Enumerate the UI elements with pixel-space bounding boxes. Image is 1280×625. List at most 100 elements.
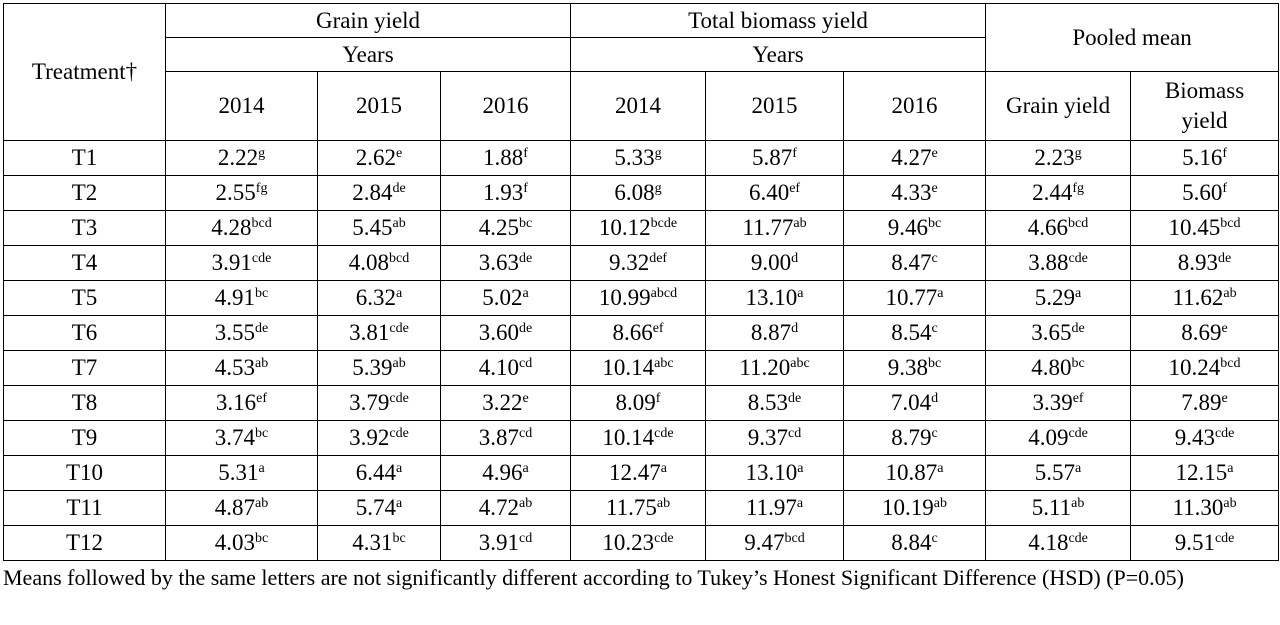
value: 9.38 bbox=[887, 355, 929, 380]
significance-letters: de bbox=[255, 321, 269, 336]
value: 4.10 bbox=[478, 355, 520, 380]
significance-letters: cd bbox=[519, 356, 533, 371]
significance-letters: c bbox=[931, 321, 938, 336]
value: 8.93 bbox=[1177, 250, 1219, 275]
treatment-cell: T7 bbox=[3, 350, 166, 386]
value-cell: 8.69e bbox=[1130, 315, 1280, 351]
value-cell: 8.54c bbox=[843, 315, 987, 351]
significance-letters: c bbox=[931, 531, 938, 546]
value: 3.79 bbox=[349, 390, 390, 415]
value: 10.14 bbox=[602, 425, 655, 450]
significance-letters: bc bbox=[928, 216, 942, 231]
value-cell: 9.43cde bbox=[1130, 420, 1280, 456]
significance-letters: e bbox=[1221, 321, 1228, 336]
significance-letters: cd bbox=[788, 426, 802, 441]
value-cell: 11.62ab bbox=[1130, 280, 1280, 316]
value: 2.55 bbox=[215, 180, 256, 205]
value: 7.89 bbox=[1181, 390, 1222, 415]
significance-letters: bc bbox=[928, 356, 942, 371]
value: 2.44 bbox=[1032, 180, 1073, 205]
significance-letters: bcd bbox=[784, 531, 805, 546]
value-cell: 10.19ab bbox=[843, 490, 987, 526]
value-cell: 9.37cd bbox=[705, 420, 845, 456]
value: 8.53 bbox=[747, 390, 789, 415]
significance-letters: e bbox=[396, 146, 403, 161]
yield-table: Treatment† Grain yield Total biomass yie… bbox=[3, 3, 1280, 561]
value-cell: 5.74a bbox=[317, 490, 441, 526]
table-body: T1 2.22g 2.62e 1.88f 5.33g 5.87f 4.27e 2.23g 5.1… bbox=[3, 140, 1280, 561]
significance-letters: a bbox=[522, 461, 529, 476]
header-cell: Years bbox=[164, 37, 572, 72]
value: 5.11 bbox=[1031, 495, 1072, 520]
significance-letters: a bbox=[1075, 286, 1082, 301]
value: 10.23 bbox=[602, 530, 655, 555]
value: 1.88 bbox=[483, 145, 524, 170]
significance-letters: fg bbox=[255, 181, 268, 196]
significance-letters: ef bbox=[256, 391, 268, 406]
significance-letters: ef bbox=[652, 321, 664, 336]
value-cell: 3.55de bbox=[165, 315, 318, 351]
value-cell: 4.10cd bbox=[439, 350, 572, 386]
significance-letters: bc bbox=[392, 531, 406, 546]
significance-letters: de bbox=[1218, 251, 1232, 266]
significance-letters: c bbox=[931, 251, 938, 266]
value-cell: 4.27e bbox=[843, 140, 987, 176]
value-cell: 11.20abc bbox=[705, 350, 845, 386]
value: 4.80 bbox=[1031, 355, 1072, 380]
significance-letters: ab bbox=[933, 496, 947, 511]
significance-letters: ab bbox=[255, 356, 269, 371]
value: 5.74 bbox=[355, 495, 397, 520]
significance-letters: cde bbox=[654, 531, 674, 546]
value: 11.97 bbox=[745, 495, 797, 520]
value: 4.91 bbox=[214, 285, 256, 310]
significance-letters: ab bbox=[392, 216, 406, 231]
significance-letters: bc bbox=[1071, 356, 1085, 371]
value-cell: 5.57a bbox=[985, 455, 1132, 491]
value-cell: 9.32def bbox=[570, 245, 707, 281]
value-cell: 4.91bc bbox=[165, 280, 318, 316]
value-cell: 8.79c bbox=[843, 420, 987, 456]
value: 2.23 bbox=[1034, 145, 1075, 170]
significance-letters: de bbox=[392, 181, 406, 196]
value-cell: 2.62e bbox=[317, 140, 441, 176]
value-cell: 5.45ab bbox=[317, 210, 441, 246]
significance-letters: e bbox=[1221, 391, 1228, 406]
value-cell: 13.10a bbox=[705, 280, 845, 316]
value-cell: 4.28bcd bbox=[165, 210, 318, 246]
value-cell: 4.87ab bbox=[165, 490, 318, 526]
value: 6.44 bbox=[355, 460, 397, 485]
value-cell: 3.63de bbox=[439, 245, 572, 281]
value-cell: 2.23g bbox=[985, 140, 1132, 176]
significance-letters: fg bbox=[1072, 181, 1084, 196]
header-cell: 2016 bbox=[439, 71, 572, 141]
significance-letters: e bbox=[931, 181, 938, 196]
table-row: T3 4.28bcd 5.45ab 4.25bc 10.12bcde 11.77ab 9.4… bbox=[3, 210, 1280, 246]
table-row: T1 2.22g 2.62e 1.88f 5.33g 5.87f 4.27e 2.23g 5.1… bbox=[3, 140, 1280, 176]
significance-letters: f bbox=[1222, 146, 1227, 161]
header-cell: 2014 bbox=[165, 71, 318, 141]
significance-letters: cde bbox=[1068, 531, 1088, 546]
footnote: Means followed by the same letters are n… bbox=[3, 565, 1184, 590]
table-row: T11 4.87ab 5.74a 4.72ab 11.75ab 11.97a 10.19ab… bbox=[3, 490, 1280, 526]
header-cell: Pooled mean bbox=[985, 3, 1280, 72]
value: 4.33 bbox=[891, 180, 932, 205]
value: 13.10 bbox=[745, 285, 798, 310]
table-row: T7 4.53ab 5.39ab 4.10cd 10.14abc 11.20abc 9.38… bbox=[3, 350, 1280, 386]
value-cell: 3.92cde bbox=[317, 420, 441, 456]
significance-letters: ab bbox=[392, 356, 406, 371]
value: 9.32 bbox=[608, 250, 650, 275]
value-cell: 5.39ab bbox=[317, 350, 441, 386]
value-cell: 11.97a bbox=[705, 490, 845, 526]
significance-letters: bc bbox=[255, 286, 269, 301]
value: 2.62 bbox=[355, 145, 397, 170]
header-cell: 2016 bbox=[843, 71, 987, 141]
value: 4.66 bbox=[1027, 215, 1069, 240]
table-row: T12 4.03bc 4.31bc 3.91cd 10.23cde 9.47bcd 8.84… bbox=[3, 525, 1280, 561]
value: 3.92 bbox=[349, 425, 390, 450]
table-row: T8 3.16ef 3.79cde 3.22e 8.09f 8.53de 7.04d 3.39… bbox=[3, 385, 1280, 421]
value: 2.84 bbox=[352, 180, 393, 205]
significance-letters: cde bbox=[654, 426, 674, 441]
significance-letters: cde bbox=[251, 251, 272, 266]
significance-letters: cde bbox=[1214, 531, 1235, 546]
significance-letters: a bbox=[797, 286, 804, 301]
